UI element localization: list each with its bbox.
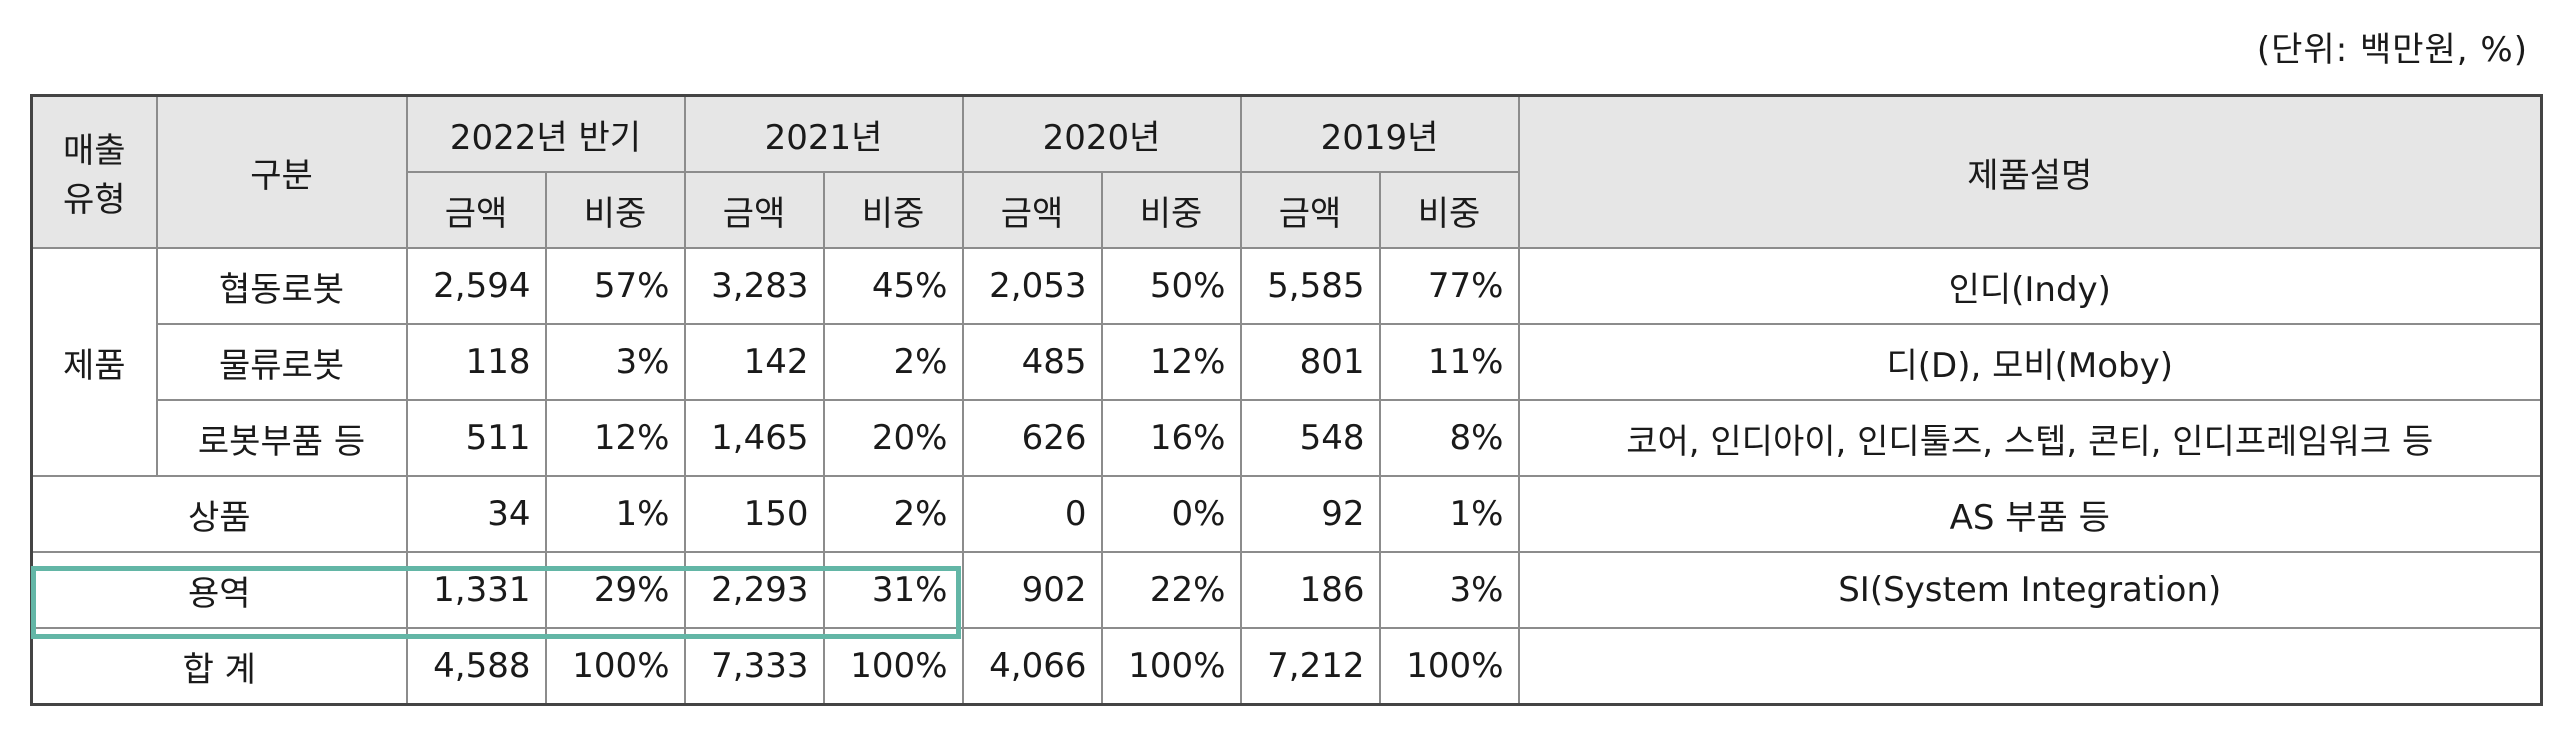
- cell-description: 디(D), 모비(Moby): [1517, 323, 2543, 401]
- cell-ratio: 29%: [544, 551, 686, 629]
- cell-ratio: 45%: [822, 247, 964, 325]
- cell-ratio: 77%: [1378, 247, 1520, 325]
- cell-ratio: 20%: [822, 399, 964, 477]
- header-sales-type-line2: 유형: [62, 180, 126, 220]
- cell-amount: 626: [961, 399, 1103, 477]
- row-category: 로봇부품 등: [155, 399, 408, 477]
- cell-ratio: 100%: [1100, 627, 1242, 706]
- cell-amount: 511: [405, 399, 547, 477]
- header-period: 2022년 반기: [405, 94, 686, 173]
- cell-ratio: 3%: [544, 323, 686, 401]
- row-category: 협동로봇: [155, 247, 408, 325]
- table-row-total: 합 계 4,588 100% 7,333 100% 4,066 100% 7,2…: [30, 627, 2543, 706]
- cell-ratio: 12%: [544, 399, 686, 477]
- cell-ratio: 2%: [822, 475, 964, 553]
- header-ratio: 비중: [1378, 171, 1520, 249]
- header-period: 2020년: [961, 94, 1242, 173]
- cell-amount: 186: [1239, 551, 1381, 629]
- cell-ratio: 11%: [1378, 323, 1520, 401]
- row-category: 용역: [30, 551, 408, 629]
- header-amount: 금액: [961, 171, 1103, 249]
- header-ratio: 비중: [1100, 171, 1242, 249]
- table-row: 제품 협동로봇 2,594 57% 3,283 45% 2,053 50% 5,…: [30, 247, 2543, 477]
- cell-ratio: 50%: [1100, 247, 1242, 325]
- cell-description: SI(System Integration): [1517, 551, 2543, 629]
- table-row: 상품 34 1% 150 2% 0 0% 92 1% AS 부품 등: [30, 475, 2543, 553]
- cell-amount: 34: [405, 475, 547, 553]
- cell-description: AS 부품 등: [1517, 475, 2543, 553]
- row-category: 합 계: [30, 627, 408, 706]
- cell-ratio: 3%: [1378, 551, 1520, 629]
- row-category: 상품: [30, 475, 408, 553]
- cell-ratio: 0%: [1100, 475, 1242, 553]
- header-category: 구분: [155, 94, 408, 249]
- cell-ratio: 1%: [544, 475, 686, 553]
- table-row: 로봇부품 등 511 12% 1,465 20% 626 16% 548 8% …: [32, 399, 2543, 477]
- cell-ratio: 31%: [822, 551, 964, 629]
- cell-amount: 92: [1239, 475, 1381, 553]
- cell-amount: 7,333: [683, 627, 825, 706]
- cell-amount: 1,331: [405, 551, 547, 629]
- cell-amount: 118: [405, 323, 547, 401]
- header-amount: 금액: [405, 171, 547, 249]
- cell-ratio: 2%: [822, 323, 964, 401]
- cell-amount: 2,293: [683, 551, 825, 629]
- cell-ratio: 1%: [1378, 475, 1520, 553]
- cell-amount: 142: [683, 323, 825, 401]
- header-ratio: 비중: [544, 171, 686, 249]
- cell-ratio: 8%: [1378, 399, 1520, 477]
- cell-ratio: 57%: [544, 247, 686, 325]
- cell-description: 코어, 인디아이, 인디툴즈, 스텝, 콘티, 인디프레임워크 등: [1517, 399, 2543, 477]
- cell-ratio: 22%: [1100, 551, 1242, 629]
- cell-amount: 902: [961, 551, 1103, 629]
- cell-amount: 548: [1239, 399, 1381, 477]
- cell-ratio: 16%: [1100, 399, 1242, 477]
- header-ratio: 비중: [822, 171, 964, 249]
- cell-amount: 2,053: [961, 247, 1103, 325]
- header-row-1: 매출 유형 구분 2022년 반기 2021년 2020년 2019년 제품설명: [30, 94, 2543, 249]
- cell-ratio: 12%: [1100, 323, 1242, 401]
- cell-amount: 1,465: [683, 399, 825, 477]
- cell-ratio: 100%: [822, 627, 964, 706]
- sales-table: 매출 유형 구분 2022년 반기 2021년 2020년 2019년 제품설명…: [30, 94, 2543, 706]
- header-amount: 금액: [1239, 171, 1381, 249]
- cell-amount: 150: [683, 475, 825, 553]
- header-amount: 금액: [683, 171, 825, 249]
- cell-ratio: 100%: [544, 627, 686, 706]
- group-label-product: 제품: [30, 247, 158, 477]
- cell-amount: 4,066: [961, 627, 1103, 706]
- header-sales-type-line1: 매출: [62, 131, 126, 171]
- cell-amount: 3,283: [683, 247, 825, 325]
- cell-amount: 7,212: [1239, 627, 1381, 706]
- cell-amount: 2,594: [405, 247, 547, 325]
- table-row: 용역 1,331 29% 2,293 31% 902 22% 186 3% SI…: [30, 551, 2543, 629]
- header-sales-type: 매출 유형: [30, 94, 158, 249]
- cell-amount: 4,588: [405, 627, 547, 706]
- header-row-2: 금액 비중 금액 비중 금액 비중 금액 비중: [32, 171, 2542, 249]
- cell-amount: 801: [1239, 323, 1381, 401]
- cell-amount: 5,585: [1239, 247, 1381, 325]
- header-period: 2021년: [683, 94, 964, 173]
- cell-description: [1517, 627, 2543, 706]
- row-category: 물류로봇: [155, 323, 408, 401]
- header-period: 2019년: [1239, 94, 1520, 173]
- cell-amount: 485: [961, 323, 1103, 401]
- table-row: 물류로봇 118 3% 142 2% 485 12% 801 11% 디(D),…: [32, 323, 2543, 401]
- cell-description: 인디(Indy): [1517, 247, 2543, 325]
- cell-ratio: 100%: [1378, 627, 1520, 706]
- header-description: 제품설명: [1517, 94, 2543, 249]
- unit-note: (단위: 백만원, %): [2256, 30, 2528, 70]
- cell-amount: 0: [961, 475, 1103, 553]
